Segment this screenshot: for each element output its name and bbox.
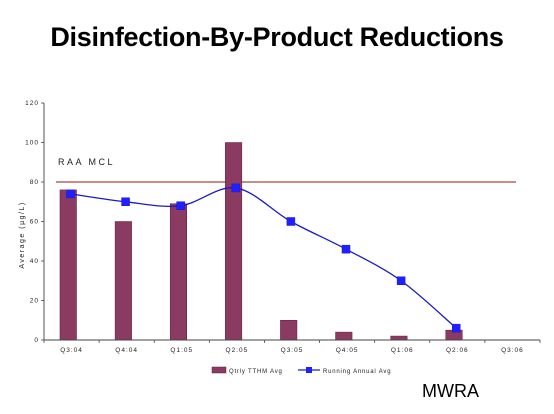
y-tick-label: 60 (30, 219, 39, 226)
y-tick-label: 100 (25, 140, 39, 147)
line-point (396, 276, 406, 285)
legend: Qtrly TTHM Avg Running Annual Avg (211, 366, 391, 375)
mcl-reference: RAA MCL (56, 157, 516, 183)
bar (225, 142, 243, 341)
y-axis-title: Average (µg/L) (19, 201, 26, 268)
x-tick-label: Q3:04 (60, 347, 83, 354)
line-point (66, 189, 75, 199)
x-axis-ticks: Q3:04 Q4:04 Q1:05 Q2:05 Q3:05 Q4:05 Q1:06 Q2:06… (43, 340, 541, 354)
line-point (286, 217, 296, 226)
legend-bar-swatch (211, 366, 227, 374)
footer-label: MWRA (422, 381, 479, 401)
x-tick-label: Q3:05 (281, 347, 304, 354)
y-tick-label: 80 (30, 179, 39, 186)
line-point (231, 183, 241, 193)
x-tick-label: Q1:05 (170, 347, 193, 354)
mcl-label: RAA MCL (58, 157, 115, 167)
bar (280, 320, 298, 341)
legend-line-label: Running Annual Avg (323, 369, 391, 375)
line-point (451, 323, 461, 333)
x-tick-label: Q2:06 (446, 347, 469, 354)
axes (43, 103, 540, 341)
bar (59, 189, 77, 341)
legend-bar-label: Qtrly TTHM Avg (229, 369, 283, 375)
bar (335, 331, 353, 341)
x-tick-label: Q1:06 (391, 347, 414, 354)
bar-series (59, 142, 463, 341)
y-axis-ticks: 0 20 40 60 80 100 120 (25, 100, 44, 344)
bar (390, 335, 408, 341)
x-tick-label: Q2:05 (226, 347, 249, 354)
x-tick-label: Q4:05 (336, 347, 359, 354)
y-tick-label: 0 (34, 337, 39, 344)
slide-title: Disinfection-By-Product Reductions (50, 22, 504, 52)
line-series (66, 183, 461, 333)
line-point (121, 197, 130, 206)
x-tick-label: Q3:06 (501, 347, 524, 354)
x-tick-label: Q4:04 (115, 347, 138, 354)
y-tick-label: 20 (30, 298, 39, 305)
line-point (176, 201, 185, 210)
y-tick-label: 40 (30, 258, 39, 265)
bar (169, 203, 187, 341)
legend-line-marker (306, 367, 312, 373)
line-point (341, 244, 351, 254)
y-tick-label: 120 (25, 100, 39, 107)
bar (114, 221, 132, 341)
